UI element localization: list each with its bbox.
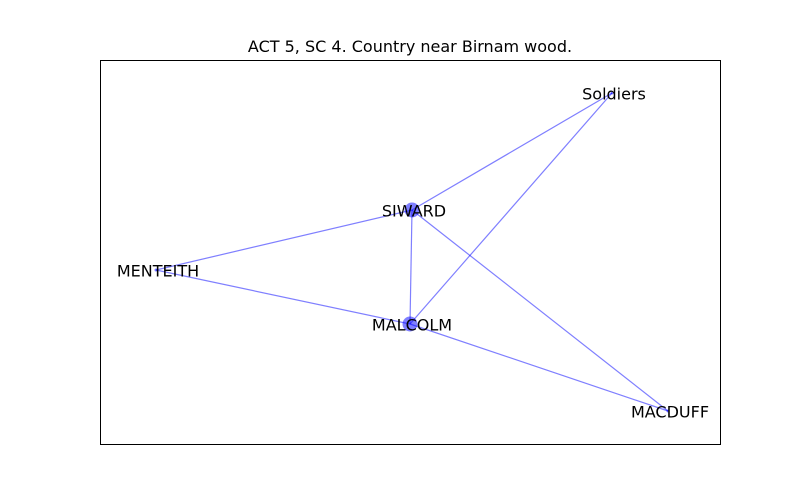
- labels-layer: Soldiers SIWARD MENTEITH MALCOLM MACDUFF: [117, 85, 709, 422]
- node-malcolm: [402, 316, 418, 332]
- nodes-layer: [154, 91, 670, 413]
- edge-soldiers-siward: [411, 92, 613, 211]
- node-macduff: [666, 409, 670, 413]
- edges-layer: [155, 92, 669, 412]
- edge-menteith-malcolm: [155, 269, 411, 325]
- node-label-soldiers: Soldiers: [582, 85, 646, 104]
- edge-siward-macduff: [411, 209, 669, 412]
- chart-title: ACT 5, SC 4. Country near Birnam wood.: [248, 37, 572, 56]
- node-soldiers: [610, 91, 614, 95]
- edge-siward-malcolm: [409, 209, 413, 325]
- edge-siward-menteith: [155, 209, 413, 271]
- node-label-siward: SIWARD: [382, 202, 446, 221]
- edge-soldiers-malcolm: [409, 92, 613, 325]
- node-label-menteith: MENTEITH: [117, 262, 199, 281]
- node-label-macduff: MACDUFF: [631, 403, 709, 422]
- node-menteith: [154, 268, 158, 272]
- plot-frame: [100, 60, 721, 445]
- edge-malcolm-macduff: [409, 323, 669, 412]
- node-label-malcolm: MALCOLM: [372, 316, 452, 335]
- node-siward: [404, 202, 420, 218]
